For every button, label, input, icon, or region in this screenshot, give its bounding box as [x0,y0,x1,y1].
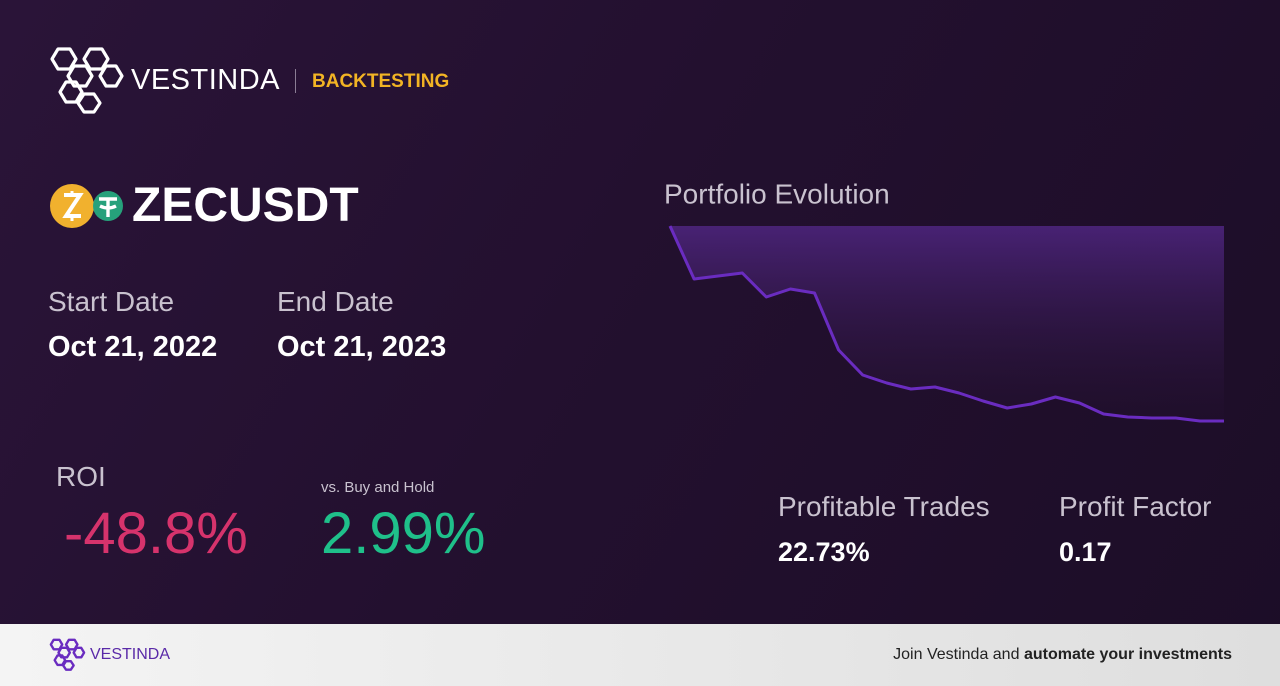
footer-logo [49,638,86,671]
cta-bold: automate your investments [1023,646,1232,663]
divider [295,69,296,93]
trades-value: 22.73% [778,537,870,567]
start-label: Start Date [48,286,175,317]
end-label: End Date [277,286,394,317]
cta-text: Join Vestinda and [893,646,1020,663]
vs-value: 2.99% [321,501,486,566]
footer: VESTINDA Join Vestinda and automate your… [0,624,1280,686]
logo [50,47,124,114]
chart-title: Portfolio Evolution [664,178,890,209]
end-value: Oct 21, 2023 [277,331,447,363]
roi-label: ROI [56,461,106,492]
trades-label: Profitable Trades [778,491,990,522]
vs-label: vs. Buy and Hold [321,479,435,496]
brand: VESTINDA [131,64,281,96]
pair: ZECUSDT [132,179,359,232]
line [668,225,1224,423]
chart: Portfolio Evolution [664,178,1224,423]
roi-value: -48.8% [64,501,248,566]
coin-icons [50,184,123,228]
factor-label: Profit Factor [1059,491,1212,522]
footer-cta: Join Vestinda and automate your investme… [893,646,1232,664]
start-value: Oct 21, 2022 [48,331,218,363]
footer-brand: VESTINDA [90,646,171,663]
area-fill [670,226,1224,421]
factor-value: 0.17 [1059,537,1112,567]
section: BACKTESTING [312,71,450,92]
